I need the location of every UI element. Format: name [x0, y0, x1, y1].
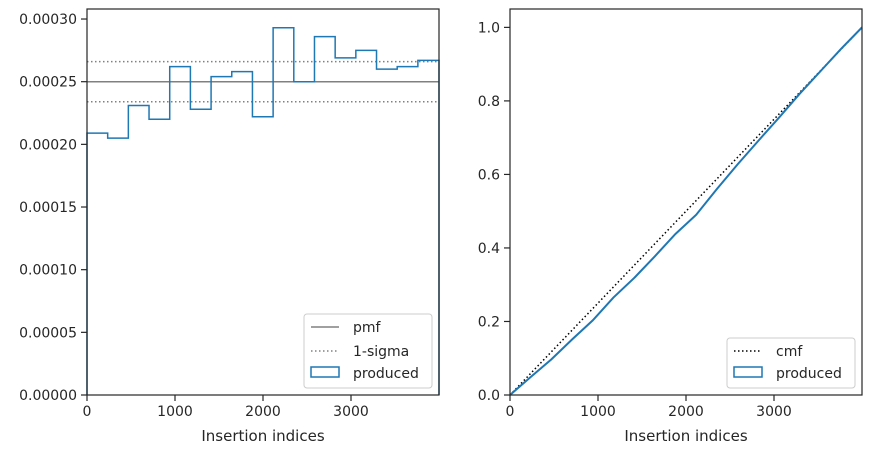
y-tick-label: 0.0	[478, 388, 500, 404]
y-tick-label: 0.2	[478, 314, 500, 330]
legend-box	[303, 313, 433, 389]
x-tick-label: 0	[506, 404, 515, 420]
y-tick-label: 0.6	[478, 167, 500, 183]
legend-produced-label: produced	[776, 366, 842, 382]
x-tick-label: 1000	[580, 404, 616, 420]
y-tick-label: 0.8	[478, 94, 500, 110]
x-tick-label: 2000	[668, 404, 704, 420]
y-tick-label: 0.00000	[19, 388, 77, 404]
produced-histogram	[86, 27, 440, 395]
insertion-cmf-chart: 0 1000 2000 3000 0.0 0.2 0.4 0.6 0.8 1.0 Insertion…	[478, 8, 863, 445]
insertion-pmf-chart: 0 1000 2000 3000 0.00000 0.00005 0.00010 0.0001…	[19, 8, 440, 445]
legend-produced-swatch	[310, 366, 340, 378]
y-tick-label: 0.00015	[19, 200, 77, 216]
legend-sigma-label: 1-sigma	[353, 344, 409, 360]
y-tick-label: 0.4	[478, 241, 500, 257]
x-tick-label: 2000	[245, 404, 281, 420]
x-tick-label: 1000	[157, 404, 193, 420]
x-axis-label: Insertion indices	[624, 427, 747, 445]
legend: pmf 1-sigma produced	[303, 313, 433, 389]
legend-produced-label: produced	[353, 366, 419, 382]
x-axis-label: Insertion indices	[201, 427, 324, 445]
x-tick-label: 3000	[333, 404, 369, 420]
y-tick-label: 0.00025	[19, 75, 77, 91]
x-tick-label: 3000	[756, 404, 792, 420]
y-tick-label: 0.00030	[19, 12, 77, 28]
y-tick-label: 1.0	[478, 20, 500, 36]
produced-cumulative-line	[509, 26, 863, 396]
legend: cmf produced	[726, 337, 856, 389]
x-tick-label: 0	[83, 404, 92, 420]
axes-frame	[509, 8, 863, 396]
legend-pmf-label: pmf	[353, 320, 382, 336]
y-tick-label: 0.00020	[19, 137, 77, 153]
legend-produced-swatch	[733, 366, 763, 378]
y-tick-label: 0.00005	[19, 325, 77, 341]
legend-cmf-label: cmf	[776, 344, 803, 360]
y-tick-label: 0.00010	[19, 263, 77, 279]
